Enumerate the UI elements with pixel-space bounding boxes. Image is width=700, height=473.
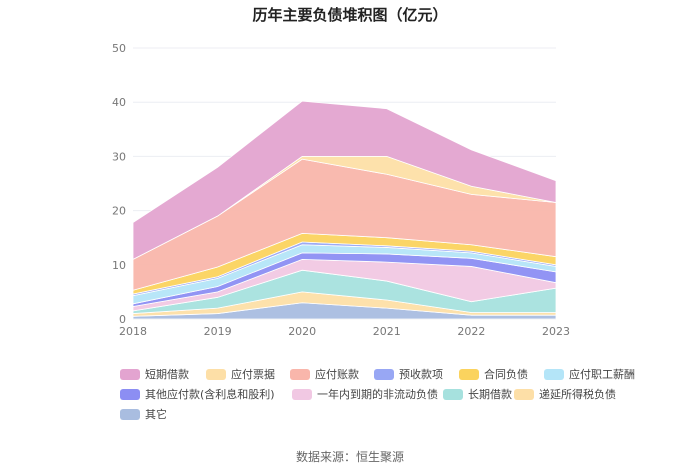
x-tick-label: 2021 — [373, 325, 401, 338]
legend-swatch — [292, 388, 312, 400]
x-tick-label: 2023 — [542, 325, 570, 338]
legend-swatch — [206, 368, 226, 380]
legend-label: 短期借款 — [145, 368, 189, 381]
legend-label: 其他应付款(含利息和股利) — [145, 388, 275, 401]
x-tick-label: 2018 — [119, 325, 147, 338]
legend-label: 长期借款 — [468, 388, 512, 401]
legend-item[interactable]: 应付职工薪酬 — [544, 366, 635, 382]
y-tick-label: 50 — [112, 42, 126, 55]
data-source: 数据来源：恒生聚源 — [295, 450, 404, 464]
legend-label: 预收款项 — [399, 368, 443, 381]
legend-item[interactable]: 长期借款 — [443, 386, 512, 402]
area-series-短期借款 — [132, 100, 557, 261]
legend-label: 应付职工薪酬 — [569, 368, 635, 381]
legend-item[interactable]: 合同负债 — [459, 366, 528, 382]
area-layer — [132, 100, 557, 320]
legend-swatch — [544, 368, 564, 380]
x-tick-label: 2022 — [457, 325, 485, 338]
legend-swatch — [443, 388, 463, 400]
legend-swatch — [120, 388, 140, 400]
legend-swatch — [514, 388, 534, 400]
legend-swatch — [290, 368, 310, 380]
legend-item[interactable]: 应付账款 — [290, 366, 359, 382]
legend-swatch — [120, 368, 140, 380]
legend-item[interactable]: 其他应付款(含利息和股利) — [120, 386, 275, 402]
legend-label: 一年内到期的非流动负债 — [317, 388, 438, 401]
y-tick-label: 0 — [119, 313, 126, 326]
y-tick-label: 40 — [112, 96, 126, 109]
x-tick-label: 2019 — [204, 325, 232, 338]
legend-item[interactable]: 预收款项 — [374, 366, 443, 382]
legend-swatch — [459, 368, 479, 380]
legend-swatch — [374, 368, 394, 380]
y-tick-label: 30 — [112, 150, 126, 163]
legend-label: 其它 — [145, 408, 167, 421]
axis-layer: 0 10 20 30 40 50 2018 2019 2020 2021 2022 2023 — [112, 42, 570, 338]
legend-item[interactable]: 其它 — [120, 406, 167, 422]
legend-label: 应付账款 — [315, 368, 359, 381]
legend-label: 合同负债 — [484, 368, 528, 381]
stacked-area-chart: 0 10 20 30 40 50 2018 2019 2020 2021 2022 2023 — [112, 42, 570, 338]
x-tick-label: 2020 — [288, 325, 316, 338]
legend-item[interactable]: 应付票据 — [206, 366, 275, 382]
legend-label: 应付票据 — [231, 368, 275, 381]
legend-item[interactable]: 一年内到期的非流动负债 — [292, 386, 438, 402]
chart-title: 历年主要负债堆积图（亿元） — [252, 6, 448, 24]
legend-label: 递延所得税负债 — [539, 388, 616, 401]
y-tick-label: 20 — [112, 205, 126, 218]
legend-swatch — [120, 408, 140, 420]
legend-item[interactable]: 短期借款 — [120, 366, 189, 382]
legend-item[interactable]: 递延所得税负债 — [514, 386, 616, 402]
y-tick-label: 10 — [112, 259, 126, 272]
